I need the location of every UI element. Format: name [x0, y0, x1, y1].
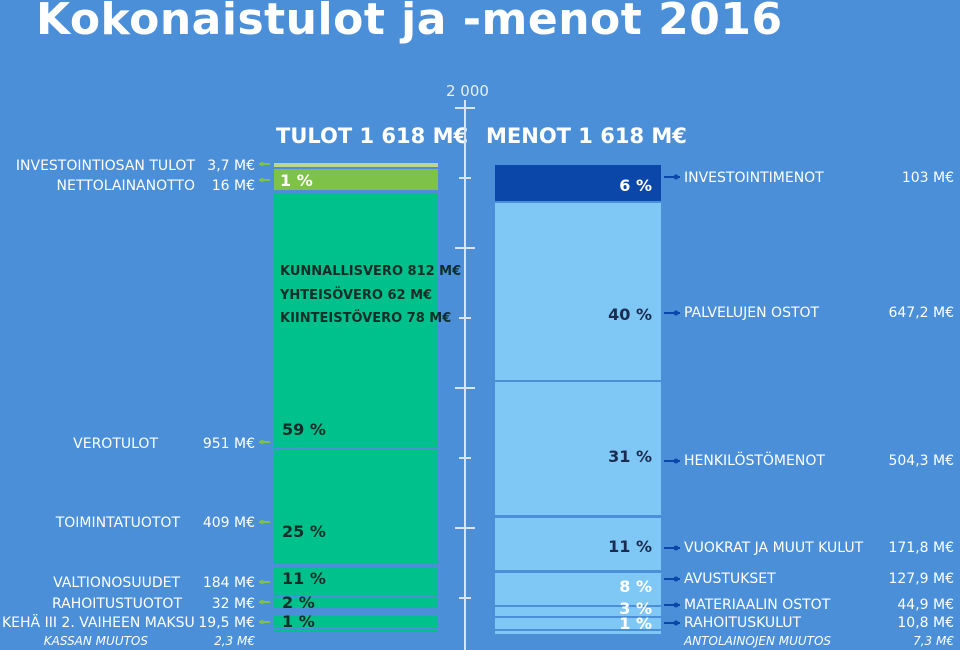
- expense-value-label: 44,9 M€: [897, 597, 954, 613]
- income-segment: [274, 567, 438, 596]
- income-segment: [274, 450, 438, 564]
- income-category-label: KASSAN MUUTOS: [43, 634, 148, 648]
- expense-category-label: INVESTOINTIMENOT: [684, 170, 824, 186]
- expense-connector-dot: [673, 174, 679, 180]
- expense-segment: [495, 573, 661, 605]
- expense-segment: [495, 618, 661, 629]
- expense-value-label: 504,3 M€: [888, 453, 954, 469]
- income-header: TULOT 1 618 M€: [276, 124, 469, 148]
- expense-category-label: RAHOITUSKULUT: [684, 615, 802, 631]
- income-segment: [274, 169, 438, 190]
- income-value-label: 16 M€: [211, 178, 255, 194]
- expense-category-label: HENKILÖSTÖMENOT: [684, 453, 825, 469]
- expense-segment: [495, 203, 661, 380]
- income-category-label: INVESTOINTIOSAN TULOT: [15, 158, 195, 174]
- income-segment: [274, 193, 438, 447]
- income-connector-dot: [260, 440, 264, 444]
- expense-connector-dot: [673, 576, 679, 582]
- expense-value-label: 171,8 M€: [888, 540, 954, 556]
- expense-connector-dot: [673, 458, 679, 464]
- expense-percent-label: 31 %: [608, 447, 652, 466]
- income-category-label: TOIMINTATUOTOT: [55, 515, 180, 531]
- income-percent-label: 1 %: [282, 612, 315, 631]
- expense-percent-label: 3 %: [619, 599, 652, 618]
- income-value-label: 3,7 M€: [207, 158, 255, 174]
- expense-connector-dot: [673, 602, 679, 608]
- income-category-label: NETTOLAINANOTTO: [56, 178, 195, 194]
- expense-value-label: 127,9 M€: [888, 571, 954, 587]
- income-category-label: VEROTULOT: [73, 436, 158, 452]
- expense-segment: [495, 382, 661, 515]
- expense-connector-dot: [673, 545, 679, 551]
- income-category-label: VALTIONOSUUDET: [53, 575, 180, 591]
- tax-breakdown-line: YHTEISÖVERO 62 M€: [280, 288, 433, 303]
- tax-breakdown-line: KIINTEISTÖVERO 78 M€: [280, 311, 452, 326]
- expense-category-label: VUOKRAT JA MUUT KULUT: [684, 540, 864, 556]
- expense-percent-label: 11 %: [608, 537, 652, 556]
- income-segment: [274, 598, 438, 608]
- expense-value-label: 10,8 M€: [897, 615, 954, 631]
- income-percent-label: 25 %: [282, 522, 326, 541]
- expense-connector-dot: [673, 310, 679, 316]
- expense-segment: [495, 607, 661, 616]
- expense-category-label: PALVELUJEN OSTOT: [684, 305, 820, 321]
- expense-percent-label: 40 %: [608, 305, 652, 324]
- page-title: Kokonaistulot ja -menot 2016: [36, 0, 783, 45]
- expense-connector-dot: [673, 620, 679, 626]
- income-connector-dot: [260, 580, 264, 584]
- income-value-label: 19,5 M€: [198, 615, 255, 631]
- expense-value-label: 647,2 M€: [888, 305, 954, 321]
- income-percent-label: 2 %: [282, 593, 315, 612]
- expense-value-label: 103 M€: [901, 170, 954, 186]
- income-value-label: 184 M€: [202, 575, 255, 591]
- income-connector-dot: [260, 162, 264, 166]
- income-segment: [274, 629, 438, 632]
- tax-breakdown-line: KUNNALLISVERO 812 M€: [280, 264, 462, 279]
- income-value-label: 951 M€: [202, 436, 255, 452]
- expense-category-label: MATERIAALIN OSTOT: [684, 597, 831, 613]
- income-percent-label: 59 %: [282, 420, 326, 439]
- income-connector-dot: [260, 620, 264, 624]
- expense-percent-label: 6 %: [619, 176, 652, 195]
- income-category-label: RAHOITUSTUOTOT: [51, 596, 182, 612]
- expense-segment: [495, 631, 661, 634]
- expense-category-label: ANTOLAINOJEN MUUTOS: [684, 634, 832, 648]
- expense-percent-label: 1 %: [619, 614, 652, 633]
- income-percent-label: 11 %: [282, 569, 326, 588]
- income-connector-dot: [260, 178, 264, 182]
- scale-max-label: 2 000: [446, 82, 489, 100]
- income-value-label: 2,3 M€: [214, 634, 255, 648]
- income-segment: [274, 616, 438, 627]
- income-category-label: KEHÄ III 2. VAIHEEN MAKSU: [2, 615, 195, 631]
- expense-value-label: 7,3 M€: [913, 634, 954, 648]
- income-value-label: 32 M€: [211, 596, 255, 612]
- expense-segment: [495, 165, 661, 201]
- income-segment: [274, 163, 438, 167]
- income-percent-label: 1 %: [280, 171, 313, 190]
- income-value-label: 409 M€: [202, 515, 255, 531]
- income-connector-dot: [260, 520, 264, 524]
- expense-category-label: AVUSTUKSET: [684, 571, 776, 587]
- expense-segment: [495, 518, 661, 570]
- income-connector-dot: [260, 600, 264, 604]
- expense-percent-label: 8 %: [619, 577, 652, 596]
- expense-header: MENOT 1 618 M€: [486, 124, 687, 148]
